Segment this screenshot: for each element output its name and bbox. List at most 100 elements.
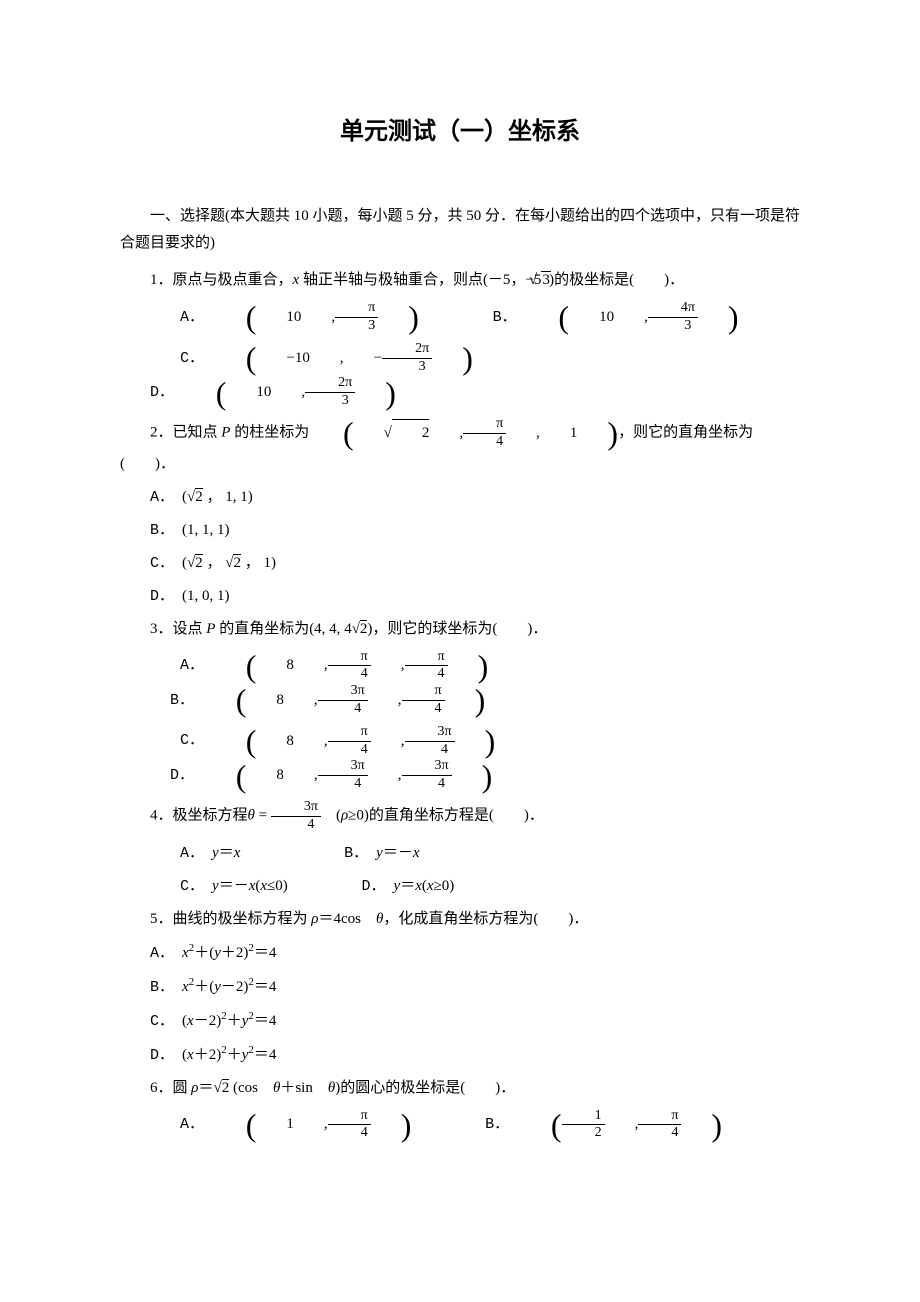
lbl: C． xyxy=(150,1013,174,1030)
lbl: C． xyxy=(150,555,174,572)
lbl: A． xyxy=(150,945,174,962)
lbl: A． xyxy=(180,1116,204,1133)
n: π xyxy=(328,724,371,742)
q1-option-d: D． 10,2π3 xyxy=(120,375,396,410)
q3-option-b: B． 8,3π4,π4 xyxy=(140,683,485,718)
q2-option-b: B．(1, 1, 1) xyxy=(120,517,800,544)
r: 1 xyxy=(256,1111,294,1138)
d: 4 xyxy=(328,742,371,759)
txt: y xyxy=(376,845,383,861)
lbl: B． xyxy=(150,522,174,539)
q2-option-c: C．(√2 ， √2 ， 1) xyxy=(120,550,800,577)
n: π xyxy=(405,649,448,667)
q1-option-a: A． 10,π3 xyxy=(150,300,419,335)
q6-row1: A． 1,π4 B． 12,π4 xyxy=(120,1108,800,1143)
q1-mid: 轴正半轴与极轴重合，则点(－5， xyxy=(299,272,525,288)
n: π xyxy=(638,1108,681,1126)
q3-b-val: 8,3π4,π4 xyxy=(206,683,485,718)
f1: 3π4 xyxy=(318,683,368,718)
q6-b-val: 12,π4 xyxy=(521,1108,722,1143)
r: 8 xyxy=(246,687,284,714)
f1: 12 xyxy=(562,1108,605,1143)
q1-c-sign: − xyxy=(344,345,382,372)
q3-prefix: 3．设点 xyxy=(150,621,206,637)
q1-d-r: 10 xyxy=(226,379,271,406)
q1-b-r: 10 xyxy=(569,304,614,331)
lbl: A． xyxy=(150,489,174,506)
q5-option-a: A．x2＋(y＋2)2＝4 xyxy=(120,939,800,967)
opt-c-label: C． xyxy=(180,350,204,367)
q3-c-val: 8,π4,3π4 xyxy=(216,724,495,759)
mid: (cos xyxy=(229,1080,273,1096)
num: 2π xyxy=(305,375,355,393)
f1: π4 xyxy=(328,724,371,759)
q1-options-row1: A． 10,π3 B． 10,4π3 xyxy=(120,300,800,335)
q4-frac: 3π4 xyxy=(271,799,321,834)
q5-option-c: C．(x－2)2＋y2＝4 xyxy=(120,1007,800,1035)
q1-a-frac: π3 xyxy=(335,300,378,335)
n: 3π xyxy=(318,758,368,776)
q5-option-b: B．x2＋(y－2)2＝4 xyxy=(120,973,800,1001)
q1-option-c: C． −10,−2π3 xyxy=(150,341,473,376)
q2-z: 1 xyxy=(540,420,578,447)
d: 4 xyxy=(402,776,452,793)
q5-prefix: 5．曲线的极坐标方程为 xyxy=(150,911,311,927)
d: 4 xyxy=(638,1125,681,1142)
q3-option-a: A． 8,π4,π4 xyxy=(150,649,488,684)
q2-option-a: A．(√2 ， 1, 1) xyxy=(120,484,800,511)
f2: π4 xyxy=(405,649,448,684)
lbl: C． xyxy=(180,732,204,749)
q1-prefix: 1．原点与极点重合， xyxy=(150,272,293,288)
q2-cylinder: √2,π4,1 xyxy=(313,416,618,451)
n: π xyxy=(402,683,445,701)
d: 4 xyxy=(402,701,445,718)
q2-stem: 2．已知点 P 的柱坐标为 √2,π4,1，则它的直角坐标为( )． xyxy=(120,416,800,478)
n: 3π xyxy=(405,724,455,742)
mid: ( xyxy=(321,808,341,824)
n: 3π xyxy=(402,758,452,776)
den: 3 xyxy=(648,318,698,335)
q6-a-val: 1,π4 xyxy=(216,1108,412,1143)
suffix: )的圆心的极坐标是( )． xyxy=(335,1080,515,1096)
d: 4 xyxy=(318,701,368,718)
theta: θ xyxy=(248,808,255,824)
q3-options-row1: A． 8,π4,π4 B． 8,3π4,π4 xyxy=(120,649,800,718)
q1-d-frac: 2π3 xyxy=(305,375,355,410)
r: 8 xyxy=(246,762,284,789)
q4-option-c: C．y＝－x(x≤0) xyxy=(150,873,288,900)
d: 4 xyxy=(405,666,448,683)
f2: 3π4 xyxy=(402,758,452,793)
q1-option-b: B． 10,4π3 xyxy=(463,300,739,335)
q1-c-frac: 2π3 xyxy=(382,341,432,376)
opt-b-label: B． xyxy=(493,309,517,326)
lbl: A． xyxy=(180,657,204,674)
q4-option-d: D．y＝x(x≥0) xyxy=(332,873,455,900)
q1-stem: 1．原点与极点重合，x 轴正半轴与极轴重合，则点(－5，−53√)的极坐标是( … xyxy=(120,267,800,294)
txt: (1, 0, 1) xyxy=(182,588,230,604)
q6-option-b: B． 12,π4 xyxy=(455,1108,722,1143)
q3-option-d: D． 8,3π4,3π4 xyxy=(140,758,492,793)
lbl: D． xyxy=(150,588,174,605)
q1-c-r: −10 xyxy=(256,345,309,372)
q2-mid: 的柱坐标为 xyxy=(230,425,309,441)
d: 4 xyxy=(318,776,368,793)
q4-option-a: A．y＝x xyxy=(150,840,240,867)
f: π4 xyxy=(328,1108,371,1143)
q2-option-d: D． (1, 0, 1) xyxy=(120,583,800,610)
lbl: B． xyxy=(485,1116,509,1133)
suffix: ，化成直角坐标方程为( )． xyxy=(383,911,588,927)
lbl: B． xyxy=(150,979,174,996)
den: 3 xyxy=(335,318,378,335)
num: π xyxy=(335,300,378,318)
r: 8 xyxy=(256,728,294,755)
q3-option-c: C． 8,π4,3π4 xyxy=(150,724,495,759)
eq: ＝4cos xyxy=(318,911,376,927)
q1-suffix: )的极坐标是( )． xyxy=(549,272,684,288)
f1: 3π4 xyxy=(318,758,368,793)
q5-option-d: D．(x＋2)2＋y2＝4 xyxy=(120,1041,800,1069)
q5-stem: 5．曲线的极坐标方程为 ρ＝4cos θ，化成直角坐标方程为( )． xyxy=(120,906,800,933)
q6-stem: 6．圆 ρ＝√2 (cos θ＋sin θ)的圆心的极坐标是( )． xyxy=(120,1075,800,1102)
d: 2 xyxy=(562,1125,605,1142)
num: 2π xyxy=(382,341,432,359)
den: 3 xyxy=(382,359,432,376)
